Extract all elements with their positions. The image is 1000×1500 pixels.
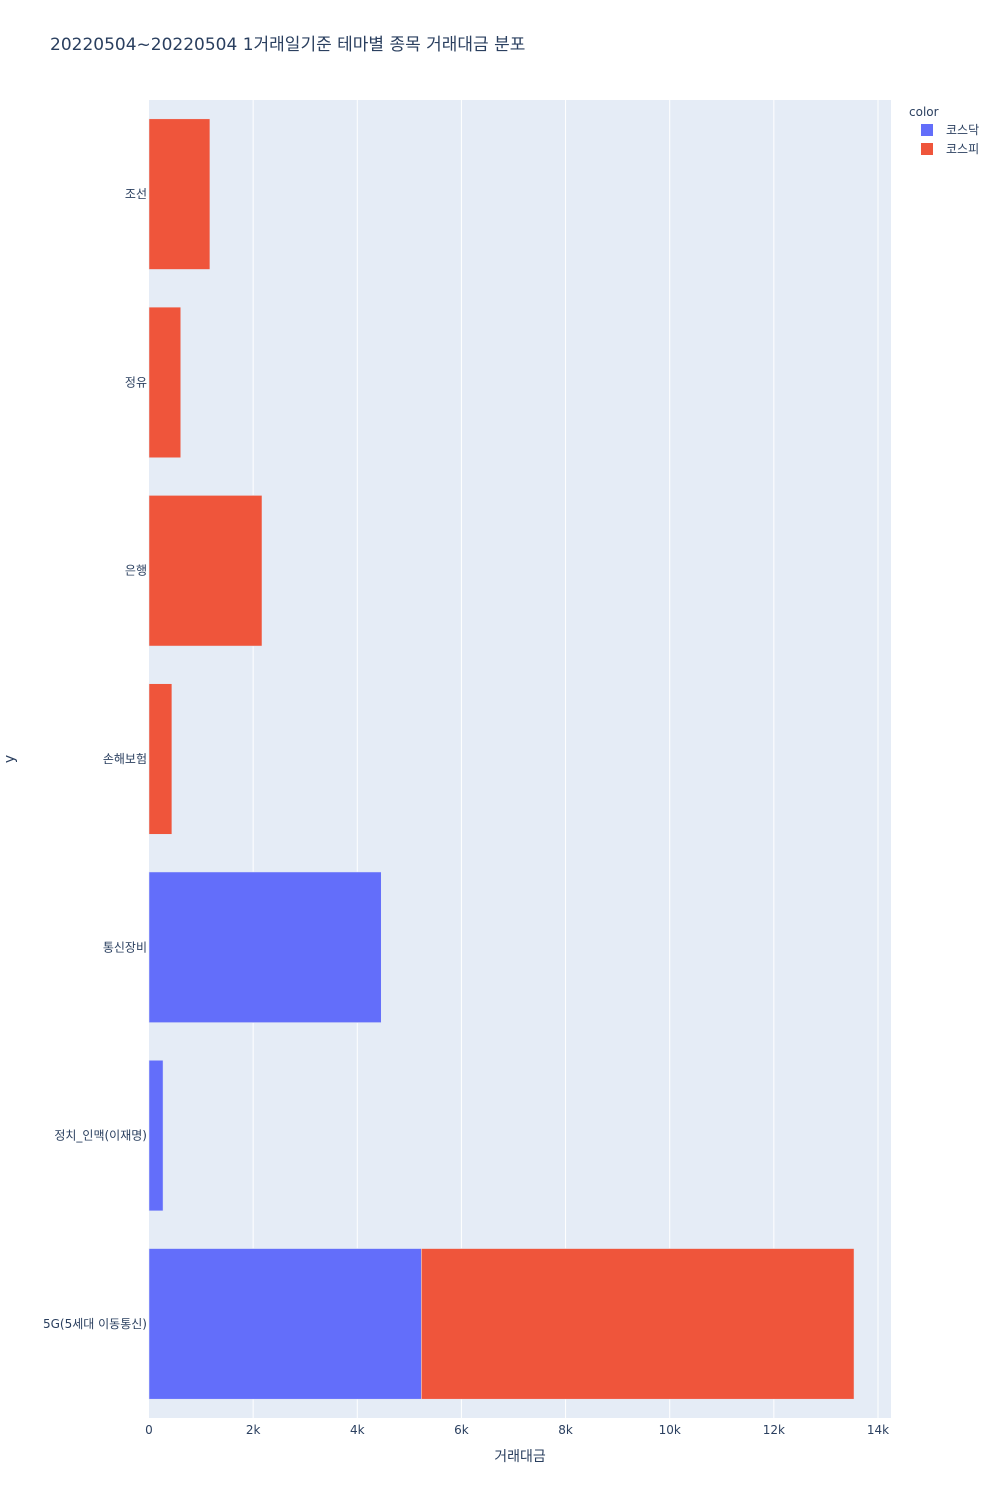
legend-swatch [921, 143, 933, 155]
bar [421, 1248, 855, 1400]
x-tick-label: 8k [558, 1423, 573, 1437]
y-axis-title: y [2, 755, 18, 763]
bar [148, 1248, 422, 1400]
bar [148, 495, 263, 647]
bar [148, 306, 182, 458]
bars [148, 118, 855, 1400]
x-tick-label: 14k [867, 1423, 889, 1437]
y-tick-label: 손해보험 [103, 752, 147, 766]
legend-label: 코스피 [946, 142, 979, 156]
x-axis-title: 거래대금 [494, 1449, 546, 1465]
x-tick-label: 12k [763, 1423, 785, 1437]
y-tick-label: 조선 [125, 187, 147, 201]
bar [148, 871, 382, 1023]
y-axis-ticks: 5G(5세대 이동통신) 정치_인맥(이재명) 통신장비 손해보험 은행 정유 조선 [43, 187, 147, 1331]
x-tick-label: 4k [350, 1423, 365, 1437]
y-tick-label: 5G(5세대 이동통신) [43, 1317, 147, 1331]
y-tick-label: 정유 [125, 375, 147, 389]
x-tick-label: 2k [246, 1423, 261, 1437]
y-tick-label: 정치_인맥(이재명) [54, 1129, 147, 1143]
y-tick-label: 은행 [125, 563, 147, 578]
x-tick-label: 6k [454, 1423, 469, 1437]
legend-label: 코스닥 [946, 123, 979, 137]
chart-title: 20220504~20220504 1거래일기준 테마별 종목 거래대금 분포 [50, 35, 525, 55]
bar [148, 683, 173, 835]
plot-area [149, 100, 891, 1418]
x-axis-ticks: 0 2k 4k 6k 8k 10k 12k 14k [145, 1423, 889, 1437]
legend-title: color [909, 105, 939, 119]
y-tick-label: 통신장비 [103, 940, 147, 954]
gridlines [252, 100, 879, 1418]
bar [148, 1060, 164, 1212]
bar [148, 118, 211, 270]
legend-swatch [921, 124, 933, 136]
x-tick-label: 0 [145, 1423, 153, 1437]
x-tick-label: 10k [659, 1423, 681, 1437]
